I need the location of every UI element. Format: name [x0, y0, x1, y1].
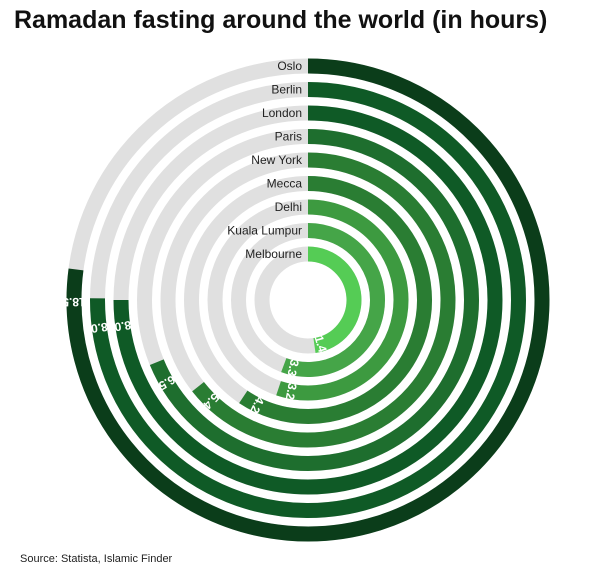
city-label-delhi: Delhi: [275, 200, 302, 214]
source-note: Source: Statista, Islamic Finder: [20, 553, 173, 565]
arc-delhi: [276, 199, 409, 401]
arc-new-york: [192, 152, 456, 448]
city-label-new-york: New York: [251, 153, 303, 167]
arc-paris: [149, 129, 479, 471]
value-label-oslo: 18.5: [62, 295, 86, 309]
city-label-paris: Paris: [275, 130, 302, 144]
arc-london: [113, 105, 503, 495]
ring-arcs: [66, 58, 550, 542]
arc-mecca: [239, 176, 432, 424]
city-label-berlin: Berlin: [271, 83, 302, 97]
city-label-melbourne: Melbourne: [245, 247, 302, 261]
arc-oslo: [66, 58, 550, 542]
value-label-london: 18.00: [107, 317, 139, 335]
city-label-mecca: Mecca: [267, 177, 303, 191]
city-label-oslo: Oslo: [277, 59, 302, 73]
value-label-delhi: 13.23: [281, 375, 300, 407]
arc-kuala-lumpur: [281, 223, 385, 377]
arc-melbourne: [307, 246, 362, 353]
value-label-kuala-lumpur: 13.36: [283, 352, 303, 385]
chart-title: Ramadan fasting around the world (in hou…: [14, 6, 548, 34]
value-label-berlin: 18.03: [83, 319, 115, 337]
city-label-kuala-lumpur: Kuala Lumpur: [227, 224, 302, 238]
city-label-london: London: [262, 106, 302, 120]
city-labels: Oslo Berlin London Paris New York Mecca Delhi K…: [227, 59, 303, 261]
arc-berlin: [90, 82, 526, 518]
